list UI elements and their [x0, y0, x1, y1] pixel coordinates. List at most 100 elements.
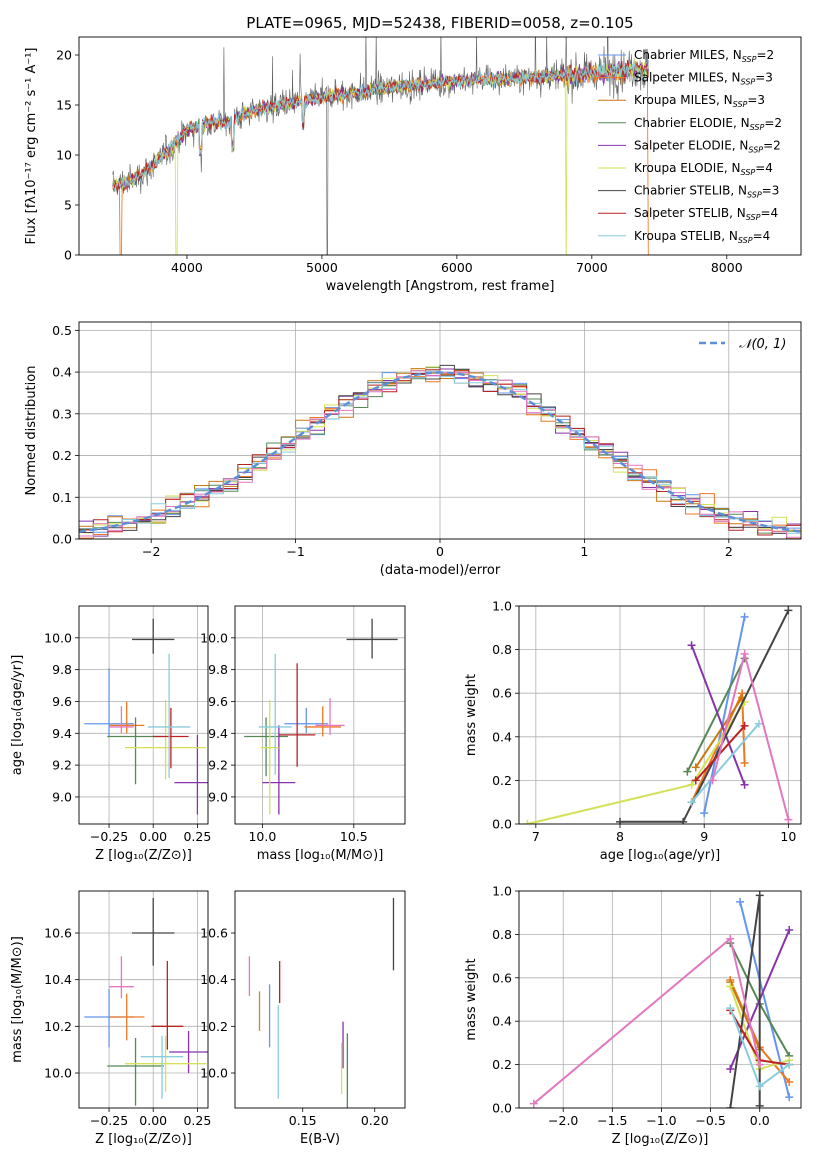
- panel-8: −2.0 −1.5 −1.0 −0.5 0.0 0.0 0.2 0.4 0.6 0.8 1.0 Z […: [464, 884, 802, 1147]
- legend-entry: Salpeter STELIB, NSSP=4: [634, 206, 778, 222]
- y-tick-label: 10.6: [44, 926, 72, 941]
- y-tick-label: 9.4: [52, 726, 72, 741]
- y-tick-label: 0.3: [52, 406, 72, 421]
- point-marker: [785, 1077, 794, 1086]
- x-tick-label: −1.0: [646, 1113, 676, 1128]
- legend-entry: Kroupa ELODIE, NSSP=4: [634, 161, 773, 177]
- x-tick-label: 7000: [576, 260, 608, 275]
- point-marker: [529, 1099, 538, 1108]
- point-marker: [687, 641, 696, 650]
- x-tick-label: −2: [142, 544, 160, 559]
- x-tick-label: 0: [436, 544, 444, 559]
- panel-3: −0.25 0.00 0.25 9.0 9.2 9.4 9.6 9.8 10.0 Z [log₁₀…: [10, 605, 211, 863]
- y-tick-label: 0: [64, 248, 72, 263]
- spectrum-line: [112, 60, 649, 190]
- point-marker: [755, 1060, 764, 1069]
- legend-entry: Kroupa MILES, NSSP=3: [634, 93, 765, 109]
- y-tick-label: 9.8: [52, 662, 72, 677]
- x-axis-label: age [log₁₀(age/yr)]: [600, 848, 721, 863]
- x-tick-label: 6000: [441, 260, 473, 275]
- y-axis-label: mass weight: [464, 958, 479, 1040]
- point-marker: [740, 758, 749, 767]
- y-tick-label: 9.2: [52, 758, 72, 773]
- x-tick-label: −0.25: [90, 1113, 128, 1128]
- point-marker: [784, 606, 793, 615]
- x-tick-label: 2: [725, 544, 733, 559]
- axes-frame: [518, 605, 802, 825]
- y-tick-label: 10.6: [200, 926, 228, 941]
- x-tick-label: 0.00: [139, 829, 167, 844]
- histogram-step: [79, 370, 801, 538]
- x-tick-label: 0.00: [139, 1113, 167, 1128]
- y-tick-label: 0.6: [492, 970, 512, 985]
- axes-frame: [78, 36, 802, 256]
- panel-5: 7 8 9 10 0.0 0.2 0.4 0.6 0.8 1.0 age [log₁₀(age/yr…: [464, 599, 802, 863]
- y-tick-label: 0.2: [52, 448, 72, 463]
- x-axis-label: Z [log₁₀(Z/Z⊙)]: [95, 1132, 192, 1147]
- spectrum-legend: Chabrier MILES, NSSP=2 Salpeter MILES, NS…: [598, 48, 782, 245]
- plot-area: [84, 618, 208, 815]
- y-tick-label: 10: [56, 148, 72, 163]
- plot-area: [523, 606, 793, 824]
- legend-entry: Salpeter ELODIE, NSSP=2: [634, 138, 781, 154]
- point-marker: [726, 934, 735, 943]
- weight-line: [686, 657, 746, 773]
- x-axis-label: (data-model)/error: [380, 563, 501, 578]
- y-tick-label: 9.8: [208, 662, 228, 677]
- y-tick-label: 0.0: [492, 1101, 512, 1116]
- axes-frame: [78, 321, 802, 540]
- legend-entry: Chabrier STELIB, NSSP=3: [634, 184, 779, 200]
- x-axis-label: mass [log₁₀(M/M⊙)]: [257, 848, 384, 863]
- weight-line: [690, 644, 746, 786]
- point-marker: [755, 1082, 764, 1091]
- legend-entry: Chabrier MILES, NSSP=2: [634, 48, 774, 64]
- point-marker: [740, 780, 749, 789]
- point-marker: [708, 776, 717, 785]
- point-marker: [785, 1060, 794, 1069]
- axes-frame: [234, 890, 406, 1109]
- y-tick-label: 0.5: [52, 323, 72, 338]
- y-tick-label: 9.6: [52, 694, 72, 709]
- plot-area: [529, 891, 794, 1108]
- y-tick-label: 20: [56, 48, 72, 63]
- point-marker: [740, 612, 749, 621]
- point-marker: [785, 1093, 794, 1102]
- point-marker: [687, 798, 696, 807]
- point-marker: [679, 817, 688, 824]
- point-marker: [726, 982, 735, 991]
- y-tick-label: 10.4: [44, 972, 72, 987]
- panel-4: 10.0 10.5 9.0 9.2 9.4 9.6 9.8 10.0 mass [log₁₀(M…: [200, 605, 406, 863]
- y-tick-label: 10.2: [44, 1019, 72, 1034]
- y-tick-label: 0.4: [492, 1014, 512, 1029]
- panel-1: 4000 5000 6000 7000 8000 0 5 10 15 20 wavelength […: [24, 36, 802, 294]
- y-axis-label: mass weight: [464, 674, 479, 756]
- weight-line: [703, 616, 746, 814]
- figure-title: PLATE=0965, MJD=52438, FIBERID=0058, z=0…: [246, 14, 633, 32]
- y-axis-label: mass [log₁₀(M/M⊙)]: [10, 936, 25, 1063]
- point-marker: [700, 809, 709, 818]
- y-tick-label: 0.8: [492, 927, 512, 942]
- x-tick-label: 7: [532, 829, 540, 844]
- y-axis-label: age [log₁₀(age/yr)]: [10, 655, 25, 776]
- point-marker: [740, 721, 749, 730]
- panel-7: 0.15 0.20 10.0 10.2 10.4 10.6 E(B-V): [200, 890, 406, 1147]
- point-marker: [726, 1004, 735, 1013]
- y-tick-label: 9.0: [208, 789, 228, 804]
- x-tick-label: 0.15: [289, 1113, 317, 1128]
- point-marker: [740, 649, 749, 658]
- x-tick-label: 0.25: [183, 1113, 211, 1128]
- y-tick-label: 0.4: [492, 729, 512, 744]
- point-marker: [784, 815, 793, 824]
- x-tick-label: −0.25: [90, 829, 128, 844]
- point-marker: [726, 1104, 735, 1108]
- x-tick-label: 1: [580, 544, 588, 559]
- y-tick-label: 10.0: [44, 1066, 72, 1081]
- normal-curve: [79, 371, 801, 533]
- y-tick-label: 0.1: [52, 490, 72, 505]
- point-marker: [755, 891, 764, 900]
- x-tick-label: 10.5: [340, 829, 368, 844]
- point-marker: [754, 719, 763, 728]
- x-tick-label: 0.25: [183, 829, 211, 844]
